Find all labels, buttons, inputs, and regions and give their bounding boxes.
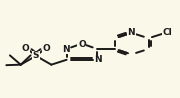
Text: S: S (33, 51, 39, 60)
Text: Cl: Cl (163, 28, 173, 37)
Text: N: N (62, 44, 69, 54)
Text: O: O (43, 44, 51, 53)
Text: O: O (78, 40, 86, 49)
Text: N: N (128, 28, 135, 37)
Text: O: O (21, 44, 29, 53)
Text: N: N (94, 55, 102, 64)
